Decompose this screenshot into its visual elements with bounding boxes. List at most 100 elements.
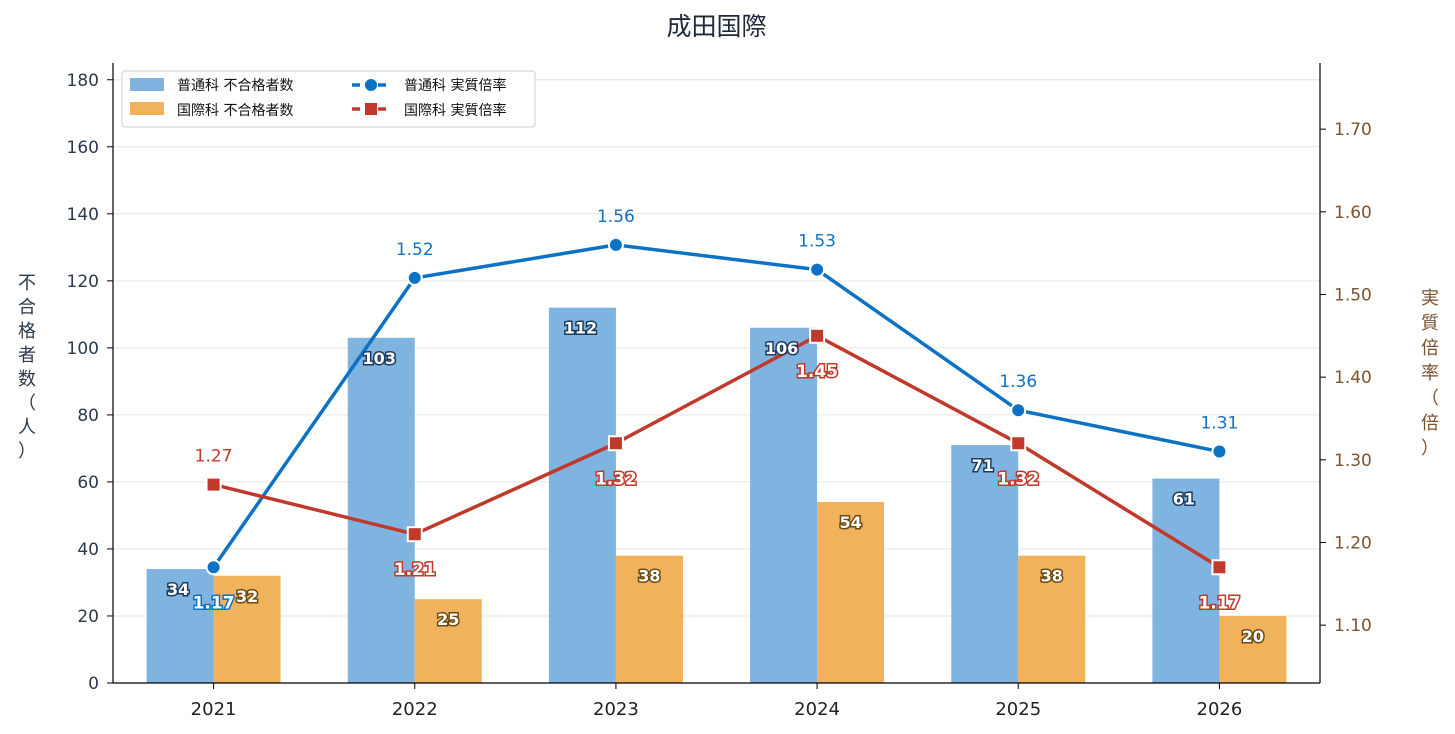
y-left-tick-label: 160: [67, 138, 99, 158]
line-value-label: 1.27: [195, 447, 233, 467]
line-point: [809, 261, 826, 278]
axis-label-char: 不: [18, 273, 36, 294]
axis-label-char: ）: [1421, 438, 1439, 459]
bar-value-label: 103: [363, 349, 396, 368]
bar: [817, 502, 885, 683]
line-point: [1010, 435, 1027, 452]
axis-label-char: （: [1421, 388, 1439, 409]
labels-layer: 3410311210671613225385438201.171.521.561…: [165, 207, 1265, 648]
axis-label-char: 倍: [1421, 413, 1439, 434]
bar-value-label: 34: [167, 580, 189, 599]
bar: [1018, 555, 1086, 683]
axis-label-char: 質: [1421, 313, 1439, 334]
bar-value-label: 61: [1173, 490, 1195, 509]
series-line: [213, 334, 1221, 569]
y-left-tick-label: 120: [67, 272, 99, 292]
y-left-tick-label: 180: [67, 71, 99, 91]
chart-title: 成田国際: [666, 12, 766, 41]
line-point: [607, 236, 624, 253]
legend-swatch: [130, 78, 164, 91]
bar: [414, 599, 482, 683]
bar-value-label: 112: [564, 319, 597, 338]
legend-label: 国際科 不合格者数: [177, 103, 293, 119]
x-tick-label: 2026: [1197, 699, 1243, 720]
y-left-tick-label: 100: [67, 339, 99, 359]
y-left-tick-label: 60: [77, 473, 99, 493]
y-left-tick-label: 80: [77, 406, 99, 426]
y-right-tick-label: 1.50: [1334, 285, 1372, 305]
axis-label-char: 者: [18, 345, 36, 366]
y-right-tick-label: 1.40: [1334, 368, 1372, 388]
bar-value-label: 54: [839, 513, 861, 532]
y-right-tick-label: 1.10: [1334, 616, 1372, 636]
y-axis-right-label: 実質倍率（倍）: [1421, 288, 1439, 459]
axis-label-char: 実: [1421, 288, 1439, 309]
bar: [213, 575, 281, 683]
y-left-tick-label: 0: [88, 674, 99, 694]
y-left-tick-label: 40: [77, 540, 99, 560]
y-axis-left-label: 不合格者数 （ 人 ）: [18, 273, 36, 462]
x-tick-label: 2025: [995, 699, 1041, 720]
line-value-label: 1.21: [394, 560, 436, 580]
y-right-tick-label: 1.70: [1334, 120, 1372, 140]
lines-layer: [205, 236, 1228, 576]
line-point: [607, 435, 624, 452]
y-right-tick-label: 1.20: [1334, 533, 1372, 553]
legend-box: [121, 70, 536, 128]
bar-value-label: 106: [765, 339, 798, 358]
line-point: [205, 476, 222, 493]
line-point: [1211, 443, 1228, 460]
legend-label: 普通科 実質倍率: [404, 77, 506, 94]
line-point: [809, 327, 826, 344]
series-line: [212, 243, 1220, 569]
axes-layer: 0 20 40 60 80 100 120 140 160 180 1.10 1.20 1.30 1.40…: [67, 63, 1372, 720]
x-tick-label: 2023: [593, 699, 639, 720]
y-left-tick-label: 140: [67, 205, 99, 225]
axis-label-char: （: [18, 393, 36, 414]
line-point: [1010, 402, 1027, 419]
grid-layer: [113, 79, 1320, 617]
bar-value-label: 20: [1242, 627, 1264, 646]
bar-value-label: 38: [1041, 567, 1063, 586]
line-point: [205, 559, 222, 576]
bar: [548, 307, 616, 683]
bar: [1152, 478, 1220, 683]
bar: [1219, 615, 1287, 683]
bar: [347, 337, 415, 683]
x-tick-label: 2021: [191, 699, 237, 720]
axis-label-char: 人: [18, 417, 36, 438]
bar: [951, 445, 1019, 683]
axis-label-char: ）: [18, 441, 36, 462]
bar-value-label: 32: [236, 587, 258, 606]
axis-label-char: 合: [18, 297, 36, 318]
legend-label: 国際科 実質倍率: [404, 102, 506, 119]
x-tick-label: 2024: [794, 699, 840, 720]
y-right-tick-label: 1.30: [1334, 451, 1372, 471]
axis-label-char: 数: [18, 369, 36, 390]
line-value-label: 1.32: [595, 469, 637, 489]
axis-label-char: 格: [18, 321, 36, 342]
line-point: [1211, 559, 1228, 576]
y-right-tick-label: 1.60: [1334, 203, 1372, 223]
line-point: [406, 526, 423, 543]
legend-swatch: [130, 102, 164, 115]
legend-label: 普通科 不合格者数: [177, 78, 293, 94]
bar: [146, 569, 214, 683]
axis-label-char: 倍: [1421, 338, 1439, 359]
bars-layer: [146, 307, 1287, 683]
line-value-label: 1.17: [1198, 593, 1240, 613]
bar: [615, 555, 683, 683]
bar-value-label: 71: [972, 456, 994, 475]
line-value-label: 1.52: [396, 240, 434, 260]
line-value-label: 1.32: [997, 469, 1039, 489]
legend-marker: [365, 103, 377, 115]
x-tick-label: 2022: [392, 699, 438, 720]
line-value-label: 1.31: [1200, 414, 1238, 434]
line-value-label: 1.36: [999, 372, 1037, 392]
line-value-label: 1.56: [597, 207, 635, 227]
bar: [750, 327, 818, 683]
line-value-label: 1.53: [798, 232, 836, 252]
bar-value-label: 38: [638, 567, 660, 586]
